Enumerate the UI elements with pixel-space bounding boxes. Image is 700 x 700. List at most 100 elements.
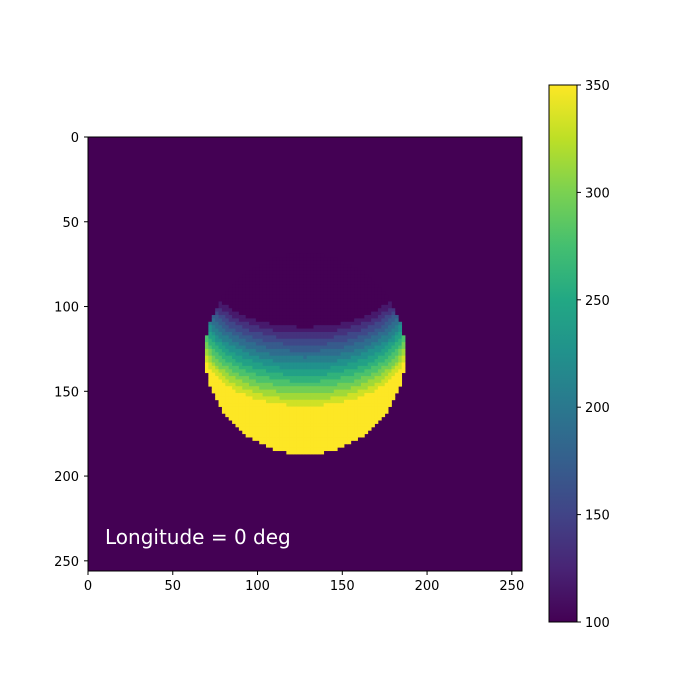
heatmap-cell [299, 433, 304, 438]
heatmap-cell [296, 345, 301, 350]
heatmap-cell [259, 338, 264, 343]
heatmap-cell [225, 359, 230, 363]
heatmap-cell [374, 376, 379, 380]
heatmap-cell [249, 321, 253, 326]
heatmap-cell [354, 345, 358, 350]
heatmap-cell [388, 315, 392, 319]
heatmap-cell [218, 376, 223, 380]
heatmap-cell [384, 308, 389, 313]
heatmap-cell [276, 264, 280, 268]
heatmap-cell [320, 416, 325, 421]
heatmap-cell [303, 257, 308, 262]
heatmap-cell [367, 420, 372, 424]
heatmap-cell [249, 335, 253, 340]
heatmap-cell [289, 433, 294, 438]
heatmap-cell [384, 409, 389, 414]
heatmap-cell [313, 430, 318, 435]
heatmap-cell [269, 308, 274, 313]
heatmap-cell [211, 382, 216, 387]
heatmap-cell [360, 331, 365, 336]
heatmap-cell [364, 277, 369, 282]
heatmap-cell [296, 284, 301, 289]
heatmap-cell [255, 321, 260, 326]
heatmap-cell [252, 376, 257, 380]
heatmap-cell [381, 321, 386, 326]
heatmap-cell [391, 342, 396, 346]
heatmap-cell [276, 369, 280, 374]
heatmap-cell [333, 270, 338, 275]
heatmap-cell [323, 416, 328, 421]
heatmap-cell [364, 369, 369, 374]
heatmap-cell [276, 260, 280, 265]
heatmap-cell [323, 345, 328, 350]
heatmap-cell [262, 386, 267, 390]
heatmap-cell [286, 257, 291, 262]
heatmap-cell [238, 416, 243, 421]
heatmap-cell [320, 308, 325, 313]
heatmap-cell [235, 335, 240, 340]
heatmap-cell [303, 399, 308, 404]
heatmap-cell [347, 331, 352, 336]
heatmap-cell [218, 304, 223, 309]
heatmap-cell [299, 270, 304, 275]
heatmap-cell [293, 372, 297, 377]
heatmap-cell [327, 257, 331, 262]
x-tick-label: 100 [245, 579, 270, 594]
heatmap-cell [401, 345, 406, 350]
heatmap-cell [340, 413, 345, 418]
heatmap-cell [238, 348, 243, 353]
heatmap-cell [238, 325, 243, 329]
heatmap-cell [221, 392, 226, 397]
heatmap-cell [357, 403, 362, 407]
heatmap-cell [306, 430, 311, 435]
heatmap-cell [313, 420, 318, 424]
heatmap-cell [245, 345, 250, 350]
heatmap-cell [279, 308, 284, 313]
heatmap-cell [313, 392, 318, 397]
heatmap-cell [343, 274, 348, 279]
heatmap-cell [282, 379, 287, 384]
heatmap-cell [249, 284, 253, 289]
heatmap-cell [316, 369, 321, 374]
heatmap-cell [374, 294, 379, 299]
heatmap-cell [286, 321, 291, 326]
heatmap-cell [252, 318, 257, 323]
heatmap-cell [282, 277, 287, 282]
heatmap-cell [354, 267, 358, 272]
heatmap-cell [381, 409, 386, 414]
heatmap-cell [299, 328, 304, 333]
heatmap-cell [211, 321, 216, 326]
colorbar-tick-label: 350 [585, 79, 610, 94]
heatmap-cell [340, 315, 345, 319]
heatmap-cell [360, 389, 365, 394]
heatmap-cell [255, 355, 260, 360]
heatmap-cell [303, 294, 308, 299]
heatmap-cell [255, 291, 260, 296]
heatmap-cell [299, 413, 304, 418]
heatmap-cell [262, 362, 267, 367]
heatmap-cell [364, 359, 369, 363]
heatmap-cell [394, 382, 399, 387]
heatmap-cell [333, 304, 338, 309]
heatmap-cell [323, 352, 328, 357]
heatmap-cell [266, 389, 270, 394]
heatmap-cell [360, 308, 365, 313]
heatmap-cell [299, 443, 304, 448]
heatmap-cell [272, 413, 277, 418]
heatmap-cell [377, 315, 382, 319]
heatmap-cell [276, 328, 280, 333]
heatmap-cell [211, 338, 216, 343]
heatmap-cell [354, 335, 358, 340]
heatmap-cell [272, 443, 277, 448]
heatmap-cell [384, 321, 389, 326]
heatmap-cell [279, 281, 284, 285]
heatmap-cell [357, 433, 362, 438]
heatmap-cell [262, 440, 267, 445]
heatmap-cell [310, 403, 314, 407]
heatmap-cell [333, 426, 338, 431]
heatmap-cell [245, 399, 250, 404]
heatmap-cell [221, 396, 226, 401]
heatmap-cell [303, 274, 308, 279]
heatmap-cell [367, 331, 372, 336]
heatmap-cell [252, 399, 257, 404]
